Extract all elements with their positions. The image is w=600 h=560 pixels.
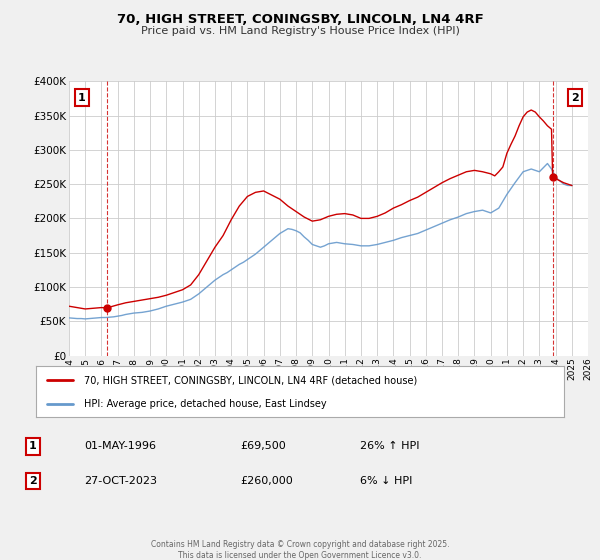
Text: Contains HM Land Registry data © Crown copyright and database right 2025.
This d: Contains HM Land Registry data © Crown c… xyxy=(151,540,449,559)
Text: £260,000: £260,000 xyxy=(240,476,293,486)
Text: 26% ↑ HPI: 26% ↑ HPI xyxy=(360,441,419,451)
Text: £69,500: £69,500 xyxy=(240,441,286,451)
Text: Price paid vs. HM Land Registry's House Price Index (HPI): Price paid vs. HM Land Registry's House … xyxy=(140,26,460,36)
Text: 1: 1 xyxy=(29,441,37,451)
Text: 70, HIGH STREET, CONINGSBY, LINCOLN, LN4 4RF: 70, HIGH STREET, CONINGSBY, LINCOLN, LN4… xyxy=(116,13,484,26)
Text: 27-OCT-2023: 27-OCT-2023 xyxy=(84,476,157,486)
Text: 70, HIGH STREET, CONINGSBY, LINCOLN, LN4 4RF (detached house): 70, HIGH STREET, CONINGSBY, LINCOLN, LN4… xyxy=(83,375,417,385)
Text: HPI: Average price, detached house, East Lindsey: HPI: Average price, detached house, East… xyxy=(83,399,326,409)
Text: 01-MAY-1996: 01-MAY-1996 xyxy=(84,441,156,451)
Text: 2: 2 xyxy=(29,476,37,486)
Text: 1: 1 xyxy=(78,92,86,102)
Text: 2: 2 xyxy=(571,92,579,102)
Text: 6% ↓ HPI: 6% ↓ HPI xyxy=(360,476,412,486)
